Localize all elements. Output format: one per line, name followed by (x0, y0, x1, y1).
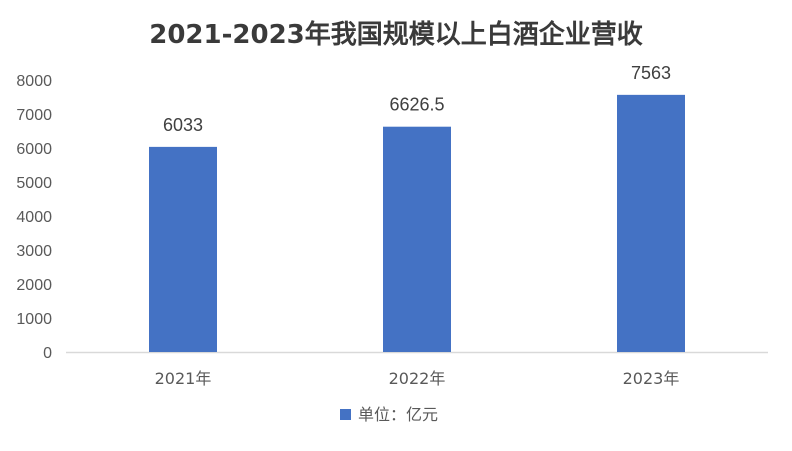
y-tick-label: 5000 (16, 175, 52, 192)
y-tick-label: 6000 (16, 141, 52, 158)
y-tick-label: 8000 (16, 73, 52, 90)
y-tick-label: 3000 (16, 243, 52, 260)
x-tick-label: 2022年 (389, 369, 446, 388)
legend-swatch (340, 409, 351, 420)
data-label: 6033 (163, 115, 203, 135)
bar-2022年 (383, 126, 451, 352)
y-tick-label: 2000 (16, 277, 52, 294)
data-label: 7563 (631, 63, 671, 83)
chart-title: 2021-2023年我国规模以上白酒企业营收 (149, 20, 643, 50)
y-tick-label: 1000 (16, 311, 52, 328)
y-tick-label: 7000 (16, 107, 52, 124)
y-tick-label: 4000 (16, 209, 52, 226)
y-tick-label: 0 (43, 345, 52, 362)
bar-2021年 (149, 146, 217, 352)
x-tick-label: 2021年 (155, 369, 212, 388)
data-label: 6626.5 (389, 95, 444, 115)
bar-2023年 (617, 94, 685, 352)
legend-label: 单位：亿元 (358, 405, 438, 424)
x-tick-label: 2023年 (623, 369, 680, 388)
